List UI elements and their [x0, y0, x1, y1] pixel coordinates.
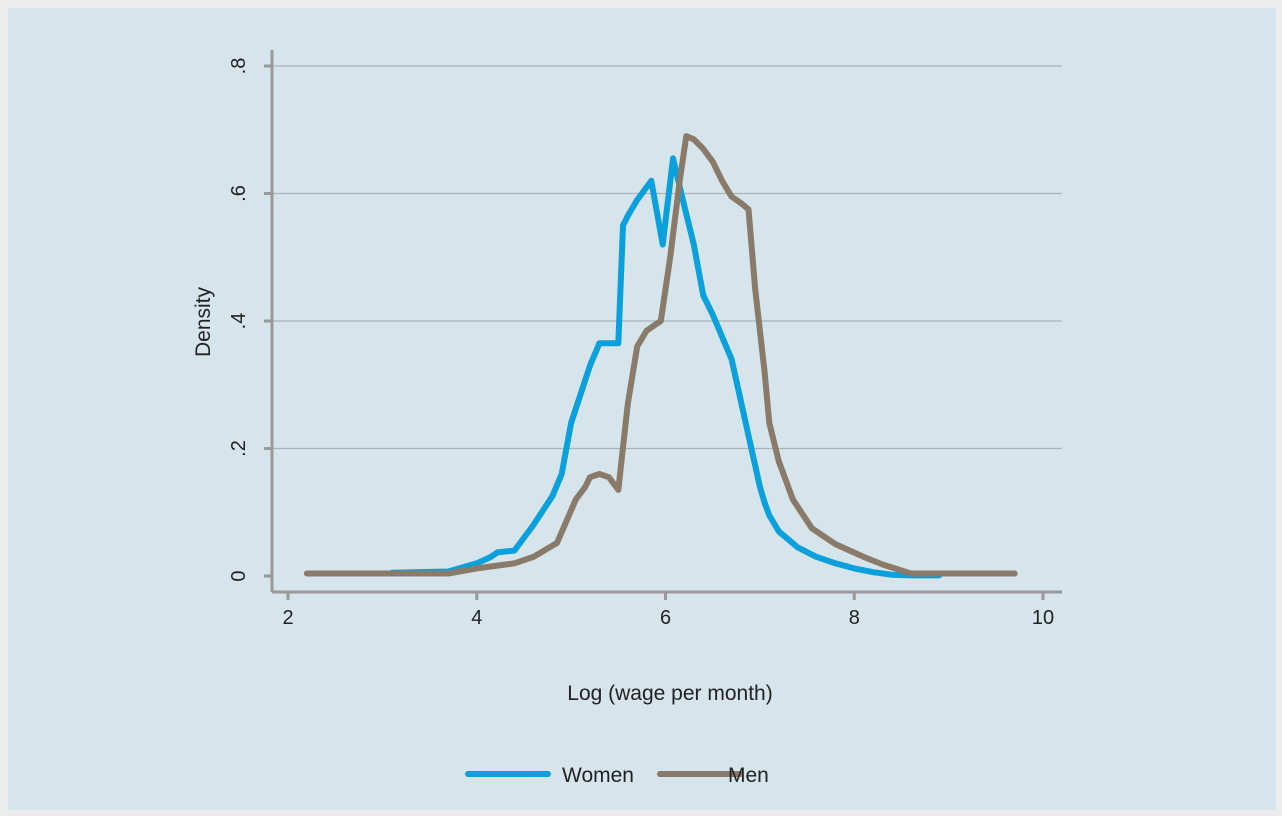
x-tick-label-0: 2	[282, 607, 293, 629]
grid-lines	[272, 65, 1062, 450]
series-line-men	[303, 133, 1018, 577]
x-tick-label-4: 10	[1032, 607, 1054, 629]
legend: Women Men	[465, 764, 769, 787]
y-axis-title: Density	[192, 286, 215, 357]
y-tick-label-0: 0	[228, 570, 250, 581]
x-tick-label-2: 6	[660, 607, 671, 629]
series-lines	[303, 133, 1018, 579]
y-tick-label-2: .4	[228, 313, 250, 330]
legend-label-men: Men	[728, 764, 769, 787]
x-axis-title: Log (wage per month)	[567, 682, 772, 705]
series-line-women	[388, 155, 943, 579]
chart-panel	[8, 8, 1276, 810]
y-tick-label-1: .2	[228, 440, 250, 457]
x-tick-label-1: 4	[471, 607, 482, 629]
y-tick-label-3: .6	[228, 185, 250, 202]
y-tick-label-4: .8	[228, 58, 250, 75]
x-tick-label-3: 8	[849, 607, 860, 629]
axes: 0 .2 .4 .6 .8 2 4 6 8 10	[228, 50, 1062, 629]
legend-label-women: Women	[562, 764, 634, 787]
